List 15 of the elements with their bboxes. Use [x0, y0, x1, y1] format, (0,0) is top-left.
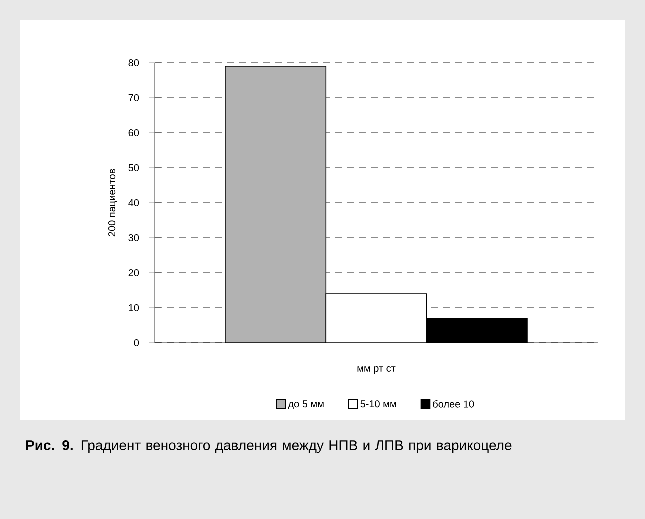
- y-tick-label: 50: [128, 164, 140, 172]
- y-tick-label: 60: [128, 129, 140, 137]
- legend-label: до 5 мм: [288, 400, 324, 410]
- y-axis-title: 200 пациентов: [108, 169, 118, 237]
- y-tick-label: 10: [129, 304, 140, 312]
- y-tick-label: 0: [134, 339, 140, 347]
- x-tick-label: мм рт ст: [358, 366, 396, 374]
- y-tick-label: 80: [128, 59, 140, 67]
- legend-label: 5-10 мм: [360, 400, 396, 408]
- y-tick-label: 40: [128, 199, 140, 207]
- y-tick-label: 30: [128, 234, 140, 242]
- legend-label: более 10: [433, 400, 474, 408]
- y-tick-label: 20: [128, 269, 140, 277]
- y-tick-label: 70: [128, 94, 140, 102]
- text: Рис. 9. Градиент венозного давления между НПВ и ЛПВ при варикоцеле: [26, 440, 512, 454]
